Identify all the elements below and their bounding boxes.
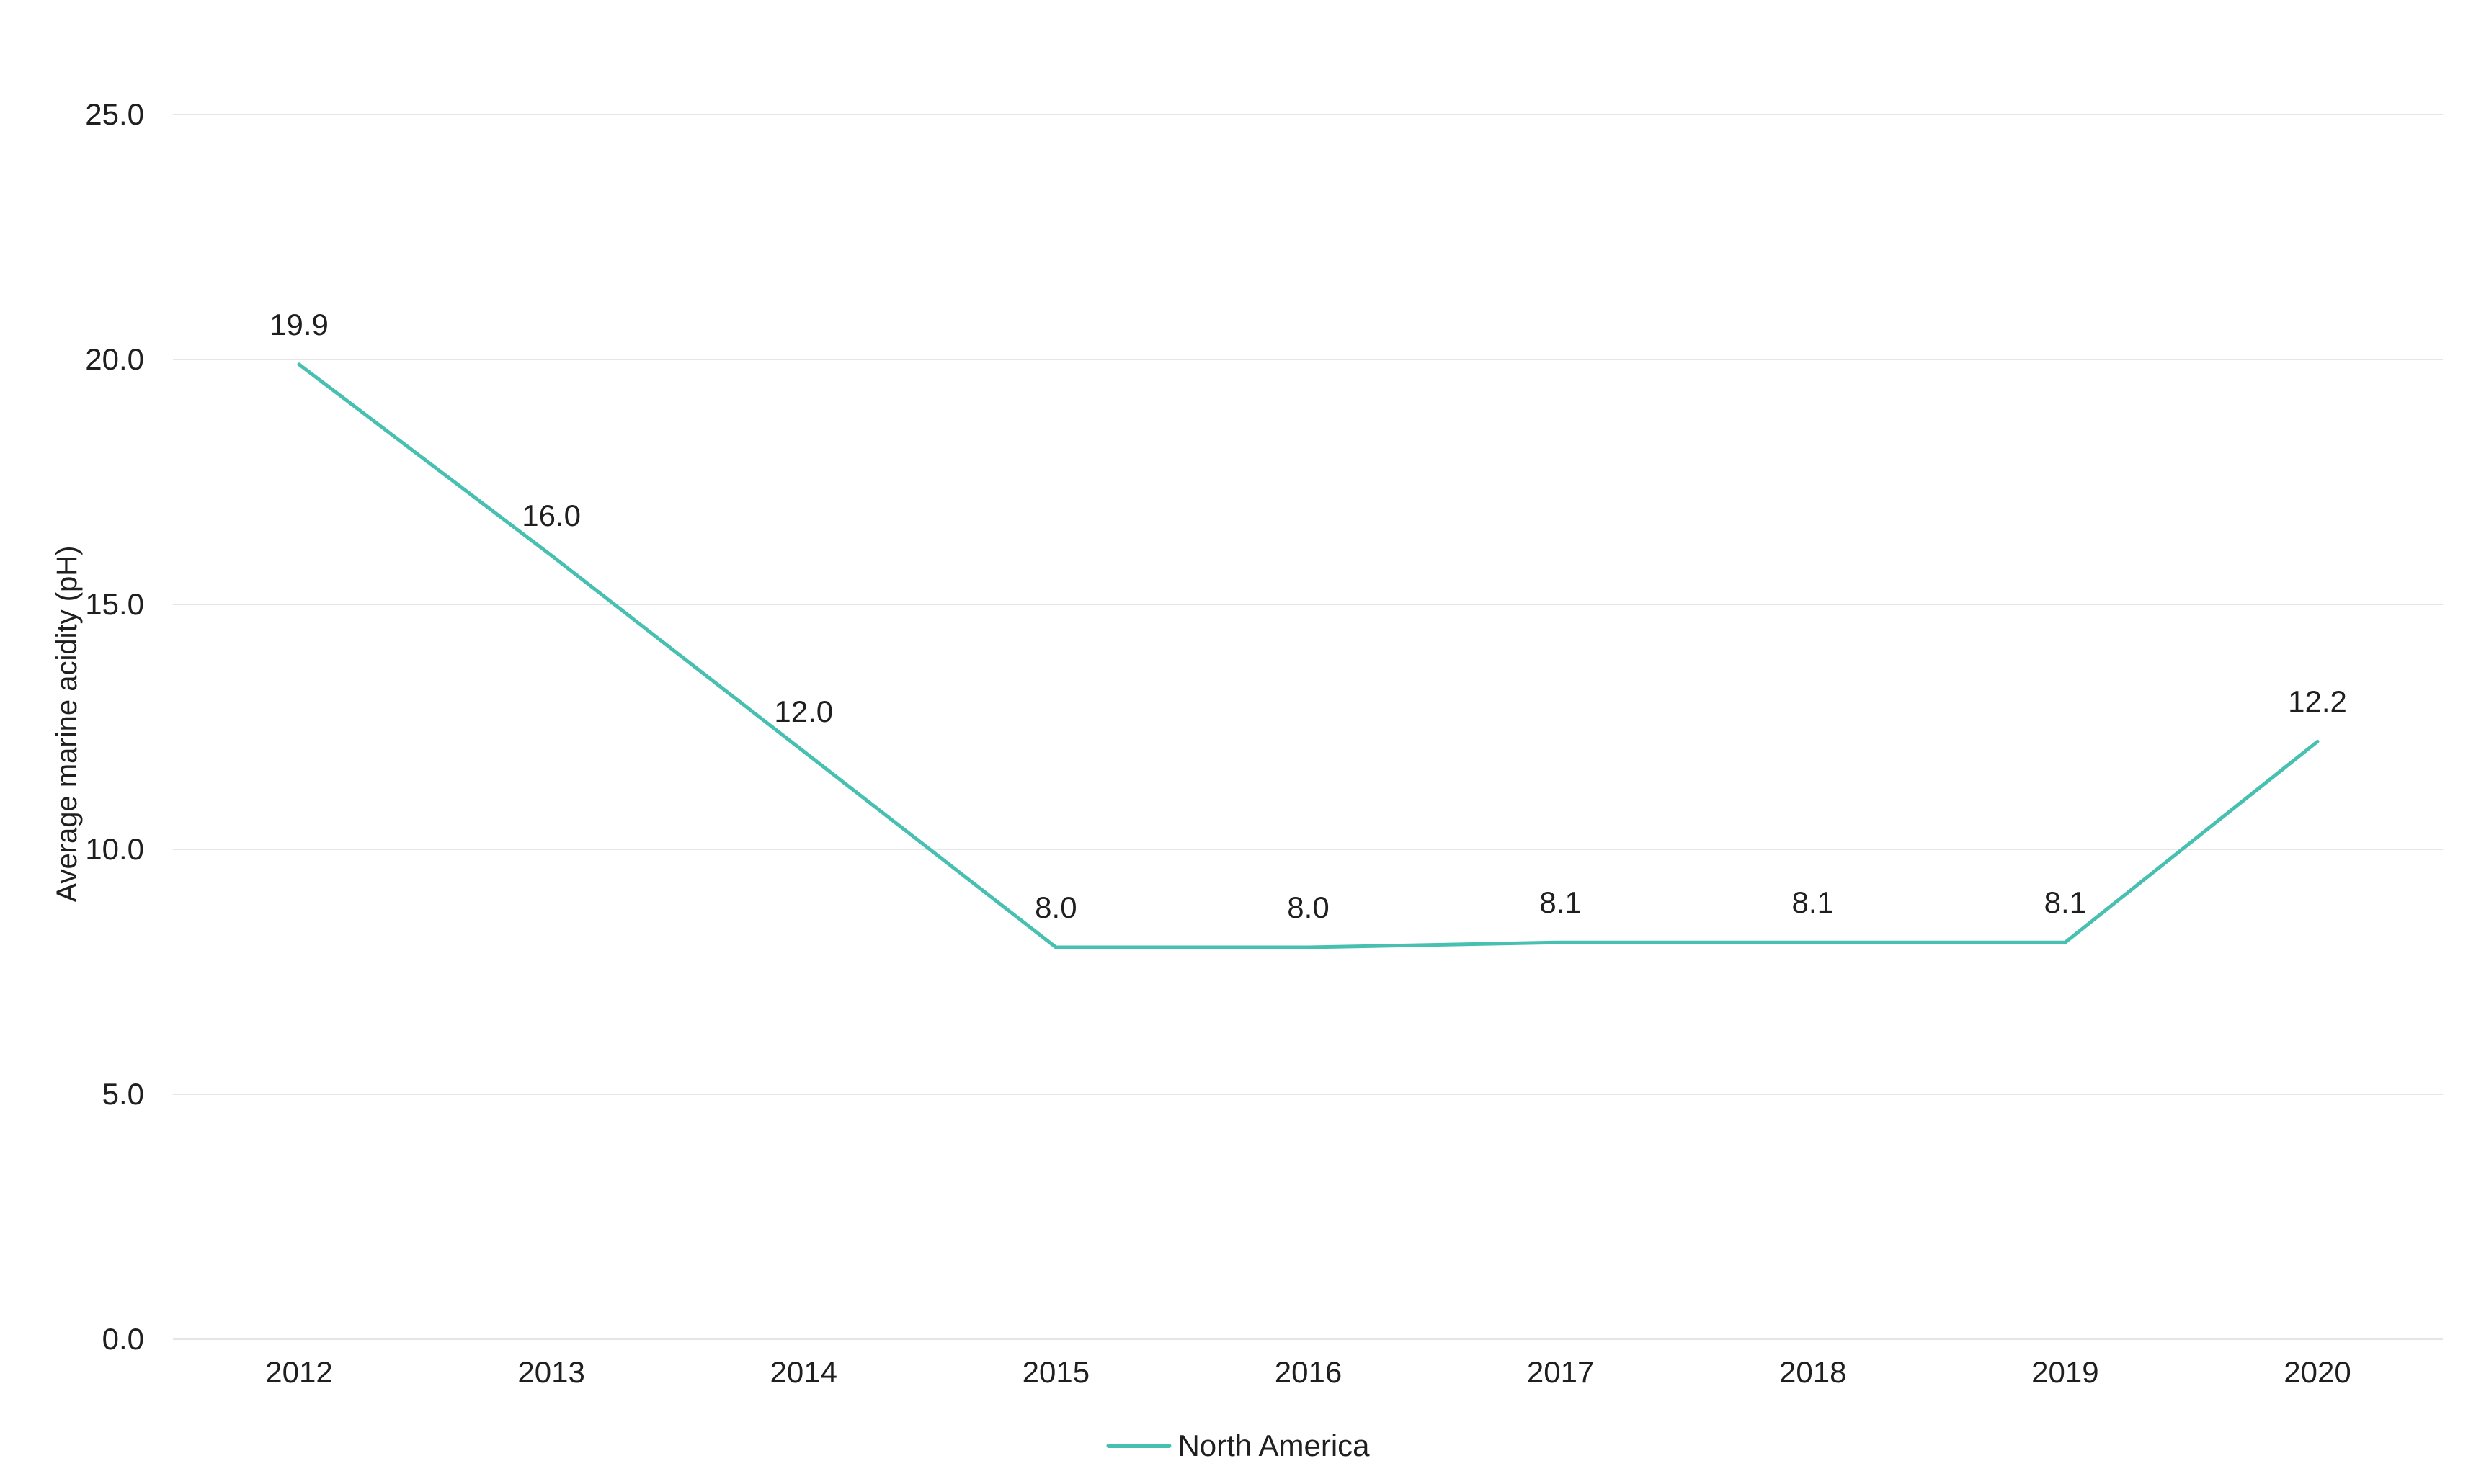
data-point-label: 16.0 xyxy=(522,499,581,532)
x-axis-tick-label: 2012 xyxy=(265,1355,333,1389)
x-axis-tick-label: 2019 xyxy=(2031,1355,2099,1389)
x-axis-tick-label: 2013 xyxy=(517,1355,585,1389)
data-point-label: 12.2 xyxy=(2288,684,2347,719)
legend-line-swatch-icon xyxy=(1106,1444,1172,1448)
y-axis-tick-label: 0.0 xyxy=(102,1322,144,1356)
data-point-label: 8.1 xyxy=(2044,885,2087,920)
x-axis-tick-label: 2017 xyxy=(1526,1355,1595,1389)
data-point-label: 8.1 xyxy=(1791,885,1834,920)
y-axis-tick-label: 20.0 xyxy=(85,342,144,376)
data-point-label: 19.9 xyxy=(270,307,329,341)
x-axis-tick-label: 2020 xyxy=(2284,1355,2351,1389)
data-point-label: 8.0 xyxy=(1287,890,1330,924)
legend-item-north-america[interactable]: North America xyxy=(1106,1429,1370,1462)
y-axis-tick-label: 25.0 xyxy=(85,97,144,131)
y-axis-tick-label: 10.0 xyxy=(85,832,144,866)
legend-label: North America xyxy=(1177,1429,1370,1462)
x-axis-tick-label: 2014 xyxy=(770,1355,837,1389)
x-axis-tick-label: 2015 xyxy=(1022,1355,1090,1389)
y-axis-title: Average marine acidity (pH) xyxy=(51,545,83,903)
x-axis-tick-label: 2016 xyxy=(1274,1355,1342,1389)
series-line-north-america xyxy=(297,362,2320,949)
data-point-label: 8.1 xyxy=(1539,885,1582,920)
legend: North America xyxy=(1106,1429,1370,1462)
data-point-label: 8.0 xyxy=(1035,890,1077,924)
x-axis-tick-label: 2018 xyxy=(1779,1355,1847,1389)
y-axis-tick-label: 5.0 xyxy=(102,1077,144,1111)
data-point-label: 12.0 xyxy=(774,694,834,728)
y-axis-tick-label: 15.0 xyxy=(85,587,144,621)
